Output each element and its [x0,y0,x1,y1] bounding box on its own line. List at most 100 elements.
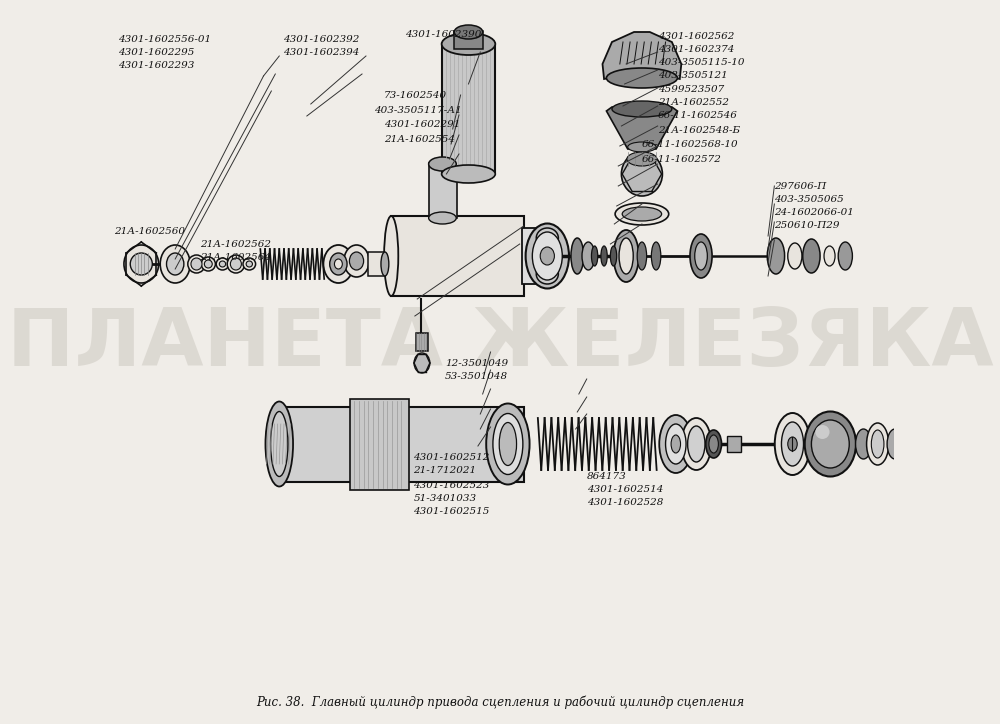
Ellipse shape [246,261,252,267]
Ellipse shape [442,33,495,55]
Text: 66-11-1602568-10: 66-11-1602568-10 [642,140,739,149]
Text: 4599523507: 4599523507 [658,85,724,94]
Text: 4301-1602512: 4301-1602512 [413,453,490,462]
Ellipse shape [612,101,672,117]
Ellipse shape [349,252,364,270]
Ellipse shape [323,245,353,283]
Ellipse shape [204,260,212,268]
Polygon shape [606,107,677,149]
Text: 4301-1602556-01: 4301-1602556-01 [118,35,211,44]
Text: 21А-1602564: 21А-1602564 [200,253,271,262]
Text: Рис. 38.  Главный цилиндр привода сцепления и рабочий цилиндр сцепления: Рис. 38. Главный цилиндр привода сцеплен… [256,695,744,709]
Ellipse shape [627,152,657,166]
Ellipse shape [856,429,871,459]
Ellipse shape [536,228,558,248]
Ellipse shape [788,243,802,269]
Ellipse shape [493,413,523,474]
Bar [391,216,524,296]
Ellipse shape [334,259,342,269]
Bar [368,252,385,276]
Text: 4301-1602523: 4301-1602523 [413,481,490,489]
Text: ПЛАНЕТА ЖЕЛЕЗЯКА: ПЛАНЕТА ЖЕЛЕЗЯКА [7,305,993,383]
Ellipse shape [330,253,347,275]
Ellipse shape [666,424,686,464]
Ellipse shape [688,426,705,462]
Ellipse shape [499,423,517,466]
Ellipse shape [651,242,661,270]
Ellipse shape [887,429,903,459]
Text: 4301-1602514: 4301-1602514 [587,485,663,494]
Bar [442,44,495,174]
Text: 21А-1602554: 21А-1602554 [384,135,455,143]
Text: 4301-1602390: 4301-1602390 [405,30,482,39]
Ellipse shape [486,403,530,484]
Ellipse shape [532,232,562,280]
Text: 864173: 864173 [587,472,626,481]
Ellipse shape [219,261,226,267]
Ellipse shape [454,25,483,39]
Ellipse shape [803,239,820,273]
Ellipse shape [671,435,681,453]
Bar [279,406,524,481]
Bar [416,333,428,351]
Ellipse shape [775,413,810,475]
Text: 4301-1602528: 4301-1602528 [587,498,663,507]
Ellipse shape [695,242,707,270]
Text: 403-3505121: 403-3505121 [658,71,727,80]
Text: 4301-1602392: 4301-1602392 [283,35,360,44]
Text: 403-3505065: 403-3505065 [774,195,844,204]
Ellipse shape [637,242,647,270]
Text: 4301-1602291: 4301-1602291 [384,120,460,129]
Ellipse shape [414,353,430,373]
Ellipse shape [230,258,241,270]
Ellipse shape [160,245,190,283]
Bar [429,163,457,218]
Ellipse shape [188,255,205,273]
Ellipse shape [824,246,835,266]
Text: 297606-П: 297606-П [774,182,827,191]
Ellipse shape [227,255,245,273]
Text: 250610-П29: 250610-П29 [774,222,840,230]
Ellipse shape [838,242,852,270]
Ellipse shape [867,423,889,465]
Bar [727,436,741,452]
Ellipse shape [130,253,152,275]
Bar [454,31,483,49]
Ellipse shape [526,224,569,288]
Ellipse shape [601,246,607,266]
Ellipse shape [788,437,797,451]
Text: 66-11-1602572: 66-11-1602572 [642,155,722,164]
Ellipse shape [442,165,495,183]
Text: 73-1602540: 73-1602540 [384,91,447,100]
Ellipse shape [622,207,662,221]
Text: 403-3505117-А1: 403-3505117-А1 [374,106,462,114]
Ellipse shape [344,245,369,277]
Text: 24-1602066-01: 24-1602066-01 [774,209,854,217]
Ellipse shape [659,415,692,473]
Text: 21А-1602552: 21А-1602552 [658,98,729,107]
Text: 4301-1602394: 4301-1602394 [283,49,360,57]
Ellipse shape [706,430,722,458]
Ellipse shape [606,68,677,88]
Ellipse shape [871,430,884,458]
Ellipse shape [201,257,215,271]
Ellipse shape [271,411,288,476]
Ellipse shape [384,216,398,296]
Ellipse shape [628,142,656,152]
Text: 53-3501048: 53-3501048 [445,372,508,381]
Polygon shape [602,32,681,79]
Text: 4301-1602293: 4301-1602293 [118,62,194,70]
Ellipse shape [167,253,184,275]
Ellipse shape [621,152,662,196]
Ellipse shape [265,402,293,487]
Text: 4301-1602515: 4301-1602515 [413,507,490,515]
Ellipse shape [610,246,617,266]
Ellipse shape [540,247,554,265]
Ellipse shape [811,420,849,468]
Text: 21А-1602562: 21А-1602562 [200,240,271,249]
Ellipse shape [243,258,256,270]
Text: 4301-1602295: 4301-1602295 [118,49,194,57]
Ellipse shape [381,252,389,276]
Bar [350,398,409,489]
Text: 21А-1602560: 21А-1602560 [114,227,185,236]
